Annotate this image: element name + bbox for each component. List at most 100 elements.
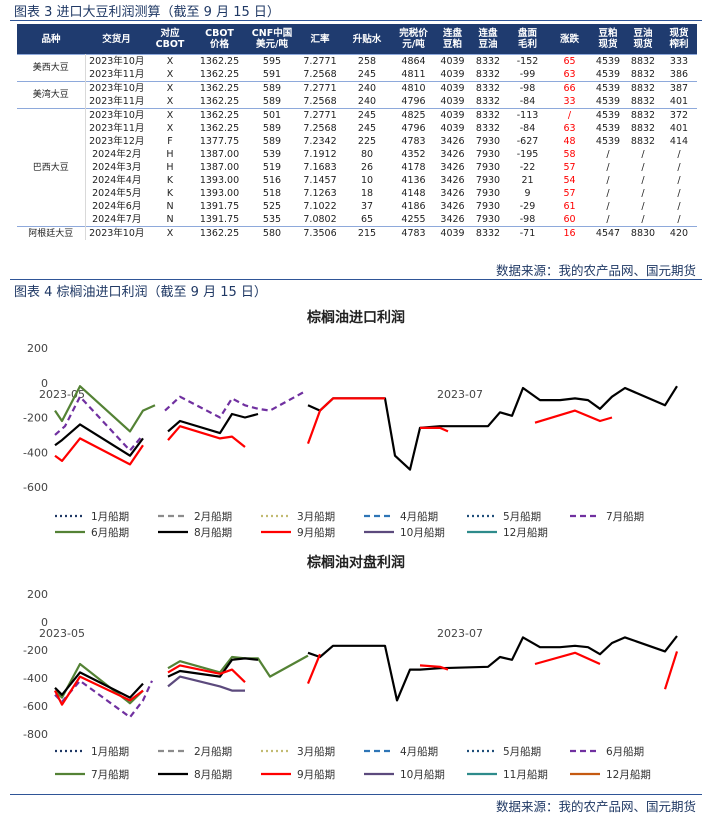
table-cell: 1362.25 — [192, 226, 247, 240]
chart-title: 棕榈油对盘利润 — [306, 554, 405, 571]
table-cell: 3426 — [440, 174, 465, 186]
legend-label: 9月船期 — [297, 768, 335, 781]
series-line — [54, 679, 153, 719]
table-cell: 57 — [563, 187, 576, 199]
legend-label: 12月船期 — [503, 526, 548, 539]
table-cell: 1362.25 — [199, 68, 240, 80]
table-cell: H — [166, 161, 174, 173]
table-row: 2023年12月 F 1377.75 589 7.2342 225 4783 3426 7930… — [17, 135, 697, 148]
table-row: 2023年11月 X 1362.25 591 7.2568 245 4811 4039 8332… — [17, 68, 697, 82]
table-cell: 4039 — [436, 108, 469, 122]
table-cell: / — [641, 200, 645, 212]
series-line — [54, 651, 679, 706]
x-tick-label: 2023-07 — [437, 388, 483, 401]
table-cell: 10 — [360, 174, 374, 186]
rule — [10, 279, 702, 280]
table-cell: N — [166, 200, 174, 212]
legend-label: 2月船期 — [194, 510, 232, 523]
series-line — [54, 397, 613, 466]
table-cell: 3426 — [440, 161, 465, 173]
table-cell: 589 — [262, 135, 282, 147]
table-cell: -98 — [519, 213, 536, 225]
legend-label: 2月船期 — [194, 745, 232, 758]
x-tick-label: 2023-05 — [39, 627, 85, 640]
header-cell: 豆油 现货 — [625, 24, 661, 55]
table-cell: 1387.00 — [199, 148, 240, 160]
table-cell: 518 — [262, 187, 282, 199]
rule — [10, 794, 702, 795]
legend-label: 1月船期 — [91, 745, 129, 758]
table-cell: X — [148, 108, 192, 122]
y-tick-label: 200 — [27, 588, 48, 601]
table-cell: 386 — [669, 68, 689, 80]
legend-label: 6月船期 — [91, 526, 129, 539]
table-cell: 8832 — [630, 122, 656, 134]
table-cell: 8832 — [625, 81, 661, 95]
table-cell: 4178 — [401, 161, 426, 173]
table-cell: 8832 — [625, 108, 661, 122]
table-cell: K — [166, 174, 174, 186]
table-cell: 63 — [563, 122, 576, 134]
table-cell: -99 — [519, 68, 536, 80]
table-cell: 7930 — [475, 174, 501, 186]
table-row: 2024年4月 K 1393.00 516 7.1457 10 4136 3426 7930 21… — [17, 174, 697, 187]
table-cell: 589 — [247, 81, 297, 95]
y-tick-label: 0 — [41, 616, 48, 629]
series-line — [54, 635, 678, 702]
legend-label: 3月船期 — [297, 510, 335, 523]
y-tick-label: -200 — [23, 644, 48, 657]
table-cell: -627 — [516, 135, 539, 147]
legend-label: 10月船期 — [400, 768, 445, 781]
table-cell: 4810 — [391, 81, 436, 95]
table-cell: 2024年4月 — [92, 174, 142, 186]
y-tick-label: 200 — [27, 342, 48, 355]
legend-label: 7月船期 — [606, 510, 644, 523]
table-row: 2024年3月 H 1387.00 519 7.1683 26 4178 3426 7930 -2… — [17, 161, 697, 174]
table-row: 2023年11月 X 1362.25 589 7.2568 240 4796 4039 8332… — [17, 95, 697, 109]
header-cell: 连盘 豆粕 — [436, 24, 469, 55]
table-cell: 387 — [661, 81, 697, 95]
table-cell: 1362.25 — [199, 122, 240, 134]
table-cell: 4539 — [595, 135, 621, 147]
table-cell: 4539 — [591, 108, 625, 122]
table-cell: 1393.00 — [199, 187, 240, 199]
table-cell: 258 — [343, 54, 391, 68]
table-cell: 535 — [262, 213, 282, 225]
table-cell: 240 — [357, 95, 377, 107]
table-cell: 519 — [262, 161, 282, 173]
legend-label: 7月船期 — [91, 768, 129, 781]
table-cell: 4039 — [436, 226, 469, 240]
table-cell: 2023年11月 — [89, 122, 145, 134]
y-tick-label: -600 — [23, 481, 48, 494]
table-cell: 2024年6月 — [92, 200, 142, 212]
legend-label: 11月船期 — [503, 768, 548, 781]
header-cell: 盘面 毛利 — [507, 24, 548, 55]
table-cell: 26 — [360, 161, 374, 173]
table-cell: 2023年11月 — [89, 68, 145, 80]
y-tick-label: -600 — [23, 700, 48, 713]
table-cell: 7.0802 — [303, 213, 337, 225]
table-cell: 8832 — [625, 54, 661, 68]
table-cell: 7.2771 — [297, 54, 343, 68]
rule — [10, 20, 702, 21]
table-cell: 4039 — [440, 122, 465, 134]
table-cell: 3426 — [440, 135, 465, 147]
table-cell: F — [167, 135, 173, 147]
table-cell: / — [677, 200, 681, 212]
table-cell: X — [166, 95, 174, 107]
legend-label: 4月船期 — [400, 510, 438, 523]
group-cell: 美湾大豆 — [17, 81, 86, 109]
table-cell: 7.2568 — [303, 95, 337, 107]
table-cell: 2023年10月 — [85, 108, 148, 122]
table-cell: 7.3506 — [297, 226, 343, 240]
table-cell: / — [641, 174, 645, 186]
table-source: 数据来源：我的农产品网、国元期货 — [495, 263, 696, 278]
table-cell: / — [677, 187, 681, 199]
table-cell: 420 — [661, 226, 697, 240]
table-cell: -84 — [519, 95, 536, 107]
series-line — [167, 675, 245, 692]
table-cell: 595 — [247, 54, 297, 68]
table-cell: 8332 — [469, 108, 507, 122]
table-cell: 8830 — [625, 226, 661, 240]
